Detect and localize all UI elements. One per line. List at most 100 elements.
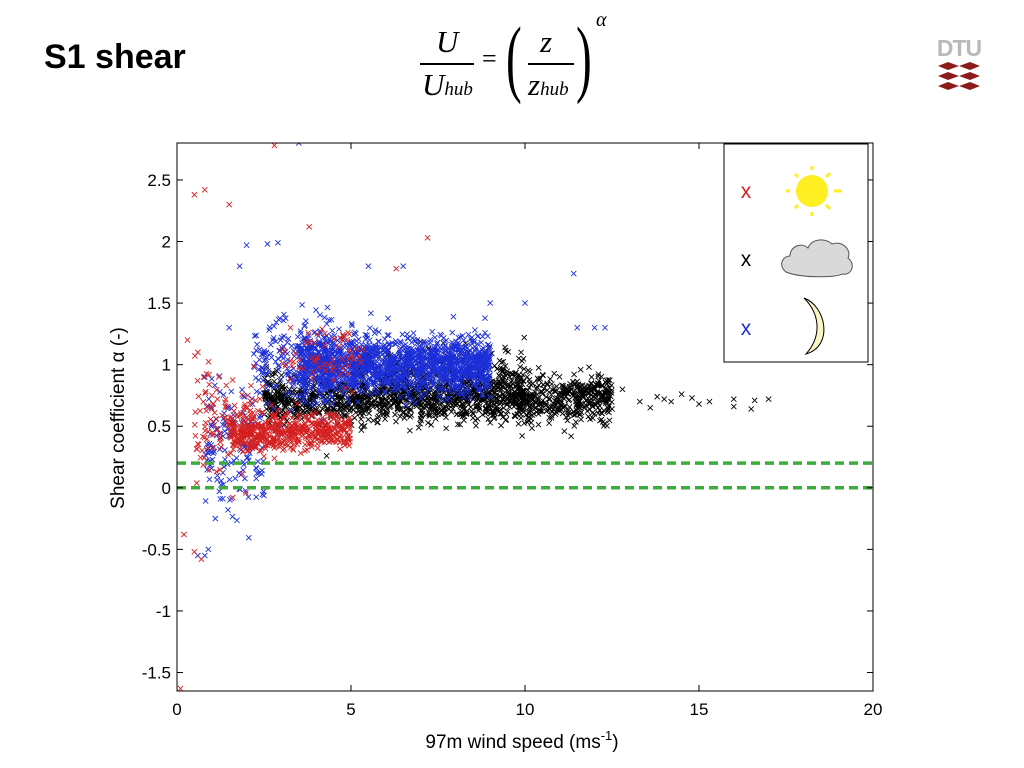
scatter-point bbox=[253, 388, 260, 395]
scatter-point bbox=[333, 394, 340, 401]
scatter-point bbox=[512, 413, 519, 420]
scatter-point bbox=[294, 400, 301, 407]
scatter-point bbox=[470, 411, 477, 417]
scatter-point bbox=[267, 390, 274, 397]
scatter-point bbox=[571, 371, 578, 378]
scatter-point bbox=[325, 383, 332, 390]
scatter-point bbox=[298, 351, 305, 357]
scatter-point bbox=[595, 404, 601, 411]
scatter-point bbox=[578, 416, 584, 423]
scatter-point bbox=[297, 328, 304, 335]
scatter-point bbox=[305, 440, 312, 447]
scatter-point bbox=[468, 355, 474, 362]
scatter-point bbox=[539, 371, 546, 378]
scatter-point bbox=[454, 372, 461, 379]
scatter-point bbox=[563, 414, 569, 421]
scatter-point bbox=[243, 454, 250, 461]
scatter-point bbox=[372, 368, 378, 375]
scatter-point bbox=[346, 342, 353, 349]
scatter-point bbox=[461, 406, 468, 413]
scatter-point bbox=[584, 386, 591, 393]
scatter-point bbox=[573, 419, 579, 425]
scatter-point bbox=[351, 381, 358, 388]
scatter-point bbox=[509, 377, 515, 384]
scatter-point bbox=[219, 495, 226, 502]
scatter-point bbox=[503, 416, 510, 423]
scatter-point bbox=[438, 376, 445, 383]
scatter-point bbox=[482, 382, 488, 389]
scatter-point bbox=[513, 395, 520, 402]
scatter-point bbox=[366, 397, 373, 404]
scatter-point bbox=[302, 386, 309, 393]
scatter-point bbox=[438, 365, 445, 372]
scatter-point bbox=[366, 367, 373, 374]
scatter-point bbox=[696, 401, 702, 407]
scatter-point bbox=[302, 379, 309, 386]
scatter-point bbox=[463, 389, 470, 395]
scatter-point bbox=[457, 344, 464, 351]
scatter-point bbox=[492, 399, 499, 406]
scatter-point bbox=[275, 355, 281, 362]
scatter-point bbox=[401, 415, 408, 421]
scatter-point bbox=[337, 434, 344, 441]
scatter-point bbox=[765, 396, 772, 403]
scatter-point bbox=[253, 347, 260, 354]
scatter-point bbox=[358, 416, 364, 423]
scatter-point bbox=[570, 408, 577, 415]
scatter-point bbox=[654, 393, 661, 400]
scatter-point bbox=[400, 364, 407, 371]
scatter-point bbox=[530, 393, 537, 400]
scatter-point bbox=[532, 404, 539, 411]
scatter-point bbox=[256, 346, 263, 353]
scatter-point bbox=[500, 405, 507, 411]
scatter-point bbox=[375, 362, 381, 369]
scatter-point bbox=[571, 423, 578, 429]
scatter-point bbox=[229, 513, 236, 520]
legend-marker: x bbox=[741, 248, 752, 271]
scatter-point bbox=[748, 406, 755, 412]
scatter-point bbox=[355, 336, 362, 343]
y-axis-label: Shear coefficient α (-) bbox=[108, 327, 129, 509]
scatter-point bbox=[267, 350, 274, 357]
scatter-point bbox=[295, 143, 302, 146]
scatter-point bbox=[350, 396, 357, 403]
scatter-point bbox=[572, 411, 578, 418]
scatter-point bbox=[451, 377, 457, 383]
scatter-point bbox=[301, 371, 308, 378]
scatter-point bbox=[605, 379, 611, 386]
scatter-point bbox=[424, 394, 431, 401]
scatter-point bbox=[280, 311, 287, 318]
scatter-point bbox=[486, 344, 493, 351]
scatter-point bbox=[595, 390, 601, 397]
scatter-point bbox=[448, 344, 455, 350]
scatter-point bbox=[256, 414, 263, 421]
scatter-point bbox=[425, 341, 432, 348]
y-tick-label: 0.5 bbox=[147, 417, 171, 436]
scatter-point bbox=[314, 380, 321, 387]
scatter-point bbox=[515, 380, 522, 386]
scatter-point bbox=[409, 397, 416, 404]
scatter-point bbox=[396, 373, 403, 379]
scatter-point bbox=[220, 391, 227, 398]
scatter-point bbox=[258, 365, 265, 372]
scatter-point bbox=[432, 385, 439, 391]
scatter-point bbox=[375, 377, 382, 384]
scatter-point bbox=[225, 506, 231, 513]
scatter-point bbox=[382, 416, 388, 422]
scatter-point bbox=[236, 263, 243, 270]
scatter-point bbox=[566, 388, 573, 395]
scatter-point bbox=[338, 347, 344, 354]
scatter-point bbox=[324, 304, 331, 311]
scatter-point bbox=[450, 346, 457, 353]
formula-left-paren: ( bbox=[506, 9, 522, 105]
scatter-point bbox=[413, 379, 419, 386]
scatter-point bbox=[374, 419, 381, 426]
scatter-point bbox=[400, 375, 407, 381]
scatter-point bbox=[440, 362, 447, 369]
scatter-point bbox=[428, 380, 435, 387]
scatter-point bbox=[550, 402, 557, 409]
scatter-point bbox=[264, 241, 271, 247]
scatter-point bbox=[259, 364, 266, 371]
scatter-point bbox=[578, 409, 585, 416]
